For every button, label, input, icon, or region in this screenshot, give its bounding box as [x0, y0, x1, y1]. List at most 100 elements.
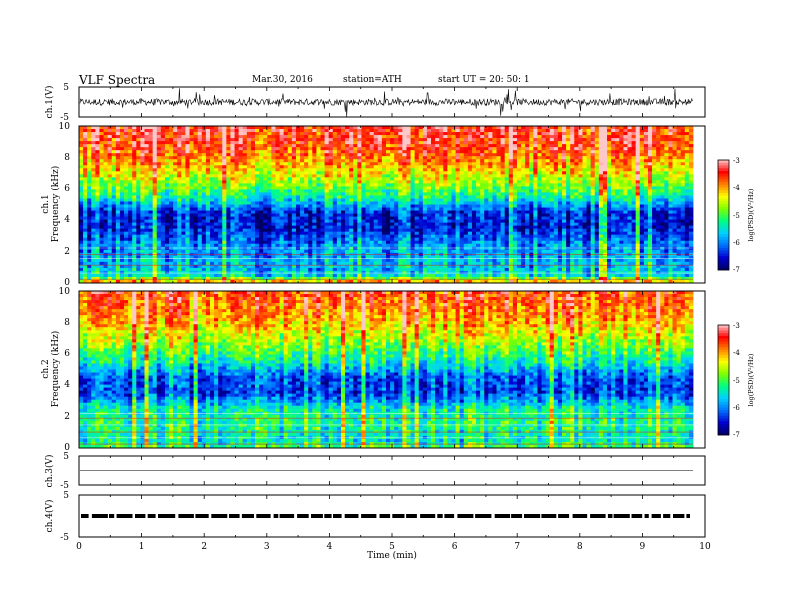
spectrogram-cell	[218, 141, 223, 145]
spectrogram-cell	[209, 249, 215, 254]
spectrogram-cell	[164, 177, 170, 181]
spectrogram-cell	[443, 168, 448, 172]
spectrogram-cell	[79, 270, 84, 275]
spectrogram-cell	[103, 267, 109, 272]
spectrogram-cell	[295, 135, 301, 139]
spectrogram-cell	[132, 153, 137, 157]
spectrogram-cell	[418, 237, 424, 242]
spectrogram-cell	[390, 258, 395, 263]
spectrogram-cell	[173, 246, 178, 251]
spectrogram-cell	[459, 195, 465, 199]
spectrogram-cell	[320, 279, 325, 284]
spectrogram-cell	[259, 156, 264, 160]
spectrogram-cell	[369, 231, 375, 236]
spectrogram-cell	[345, 231, 350, 236]
spectrogram-cell	[394, 222, 399, 227]
spectrogram-cell	[189, 168, 195, 172]
spectrogram-cell	[308, 147, 313, 151]
spectrogram-cell	[83, 231, 88, 236]
spectrogram-cell	[115, 147, 121, 151]
spectrogram-cell	[455, 273, 461, 278]
spectrogram-cell	[238, 270, 244, 275]
spectrogram-cell	[320, 201, 325, 205]
spectrogram-cell	[119, 126, 125, 130]
spectrogram-cell	[193, 141, 199, 145]
spectrogram-cell	[201, 258, 207, 263]
spectrogram-cell	[197, 240, 203, 245]
spectrogram-cell	[263, 264, 268, 269]
spectrogram-cell	[107, 243, 113, 248]
spectrogram-cell	[107, 192, 113, 196]
spectrogram-cell	[255, 213, 260, 217]
spectrogram-cell	[398, 165, 403, 169]
spectrogram-cell	[275, 261, 280, 266]
spectrogram-cell	[197, 246, 203, 251]
spectrogram-cell	[287, 195, 293, 199]
spectrogram-cell	[381, 162, 387, 166]
spectrogram-cell	[365, 150, 371, 154]
spectrogram-cell	[271, 273, 276, 278]
spectrogram-cell	[357, 249, 362, 254]
spectrogram-cell	[373, 276, 379, 281]
spectrogram-cell	[152, 174, 158, 178]
spectrogram-cell	[156, 213, 162, 217]
spectrogram-cell	[373, 171, 379, 175]
spectrogram-cell	[205, 222, 211, 227]
spectrogram-cell	[160, 228, 166, 233]
spectrogram-cell	[406, 261, 411, 266]
spectrogram-cell	[115, 204, 121, 208]
spectrogram-cell	[197, 270, 203, 275]
spectrogram-cell	[373, 183, 379, 187]
spectrogram-cell	[140, 129, 145, 133]
spectrogram-cell	[189, 192, 195, 196]
spectrogram-cell	[406, 204, 411, 208]
spectrogram-cell	[193, 231, 199, 236]
spectrogram-cell	[222, 195, 227, 199]
spectrogram-cell	[259, 189, 264, 193]
spectrogram-cell	[152, 150, 158, 154]
spectrogram-cell	[394, 261, 399, 266]
spectrogram-cell	[148, 231, 154, 236]
spectrogram-cell	[238, 264, 244, 269]
spectrogram-cell	[357, 207, 362, 211]
spectrogram-cell	[455, 213, 461, 217]
spectrogram-cell	[377, 270, 383, 275]
spectrogram-cell	[308, 192, 313, 196]
spectrogram-cell	[160, 237, 166, 242]
spectrogram-cell	[283, 279, 289, 284]
spectrogram-cell	[218, 267, 223, 272]
spectrogram-cell	[422, 240, 428, 245]
spectrogram-cell	[353, 228, 358, 233]
spectrogram-cell	[426, 276, 432, 281]
spectrogram-cell	[242, 222, 248, 227]
spectrogram-cell	[267, 216, 272, 220]
spectrogram-cell	[136, 180, 141, 184]
spectrogram-cell	[189, 171, 195, 175]
spectrogram-cell	[226, 216, 231, 220]
spectrogram-cell	[250, 225, 256, 230]
spectrogram-cell	[115, 141, 121, 145]
spectrogram-cell	[279, 195, 285, 199]
spectrogram-cell	[173, 264, 178, 269]
spectrogram-cell	[381, 183, 387, 187]
spectrogram-cell	[230, 237, 235, 242]
spectrogram-cell	[173, 219, 178, 224]
spectrogram-cell	[124, 261, 129, 266]
spectrogram-cell	[87, 168, 92, 172]
spectrogram-cell	[443, 228, 448, 233]
spectrogram-cell	[209, 156, 215, 160]
spectrogram-cell	[103, 168, 109, 172]
spectrogram-cell	[140, 150, 145, 154]
spectrogram-cell	[308, 150, 313, 154]
spectrogram-cell	[426, 156, 432, 160]
spectrogram-cell	[140, 246, 145, 251]
spectrogram-cell	[439, 207, 444, 211]
spectrogram-cell	[328, 189, 334, 193]
spectrogram-cell	[287, 210, 293, 214]
spectrogram-cell	[148, 267, 154, 272]
spectrogram-cell	[439, 132, 444, 136]
spectrogram-cell	[443, 261, 448, 266]
spectrogram-cell	[152, 273, 158, 278]
spectrogram-cell	[115, 156, 121, 160]
spectrogram-cell	[234, 195, 240, 199]
